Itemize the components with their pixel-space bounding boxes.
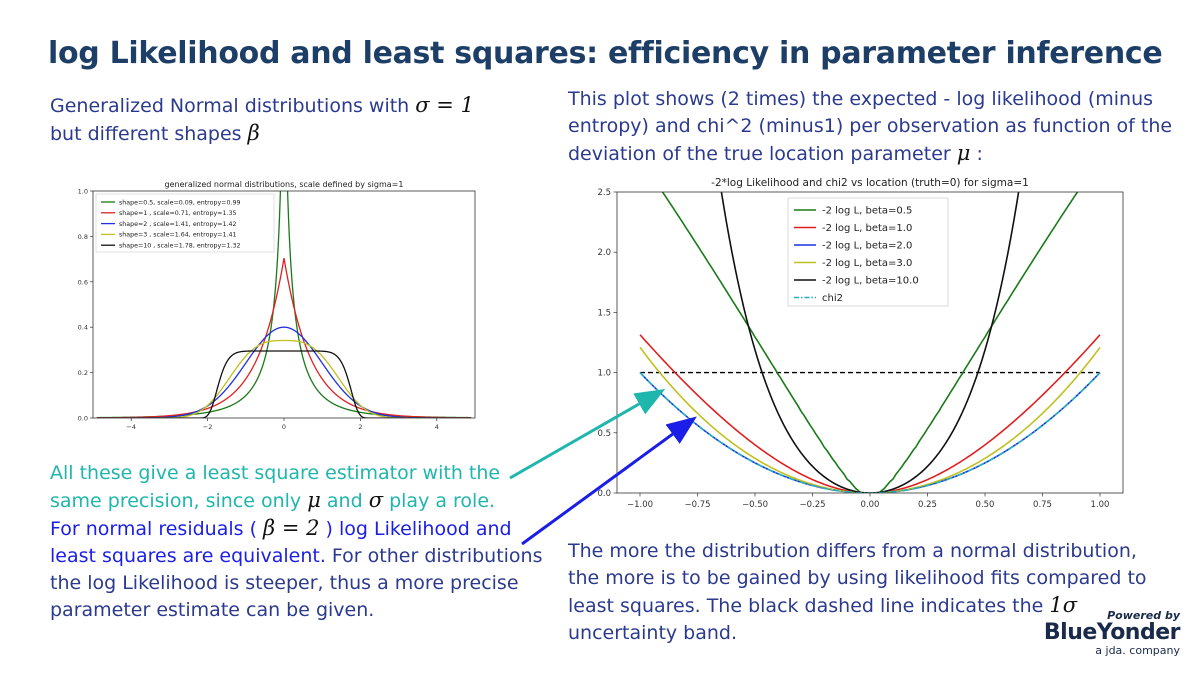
blue-line1a: For normal residuals ( [50, 518, 257, 540]
loglik-chi2-chart: -2*log Likelihood and chi2 vs location (… [597, 177, 1124, 510]
logo-powered-by: Powered by [1107, 609, 1180, 622]
right-x-tick-label: −0.75 [684, 500, 710, 510]
sigma-symbol-2: σ [368, 488, 384, 512]
right-y-tick-label: 1.5 [597, 308, 611, 318]
left-x-tick-label: −2 [203, 423, 213, 431]
bottom-line1: The more the distribution differs from a… [568, 540, 1137, 562]
bottom-explanation: The more the distribution differs from a… [568, 538, 1168, 647]
mu-symbol: μ [956, 141, 971, 165]
right-intro-line2: entropy) and chi^2 (minus1) per observat… [568, 115, 1173, 137]
right-legend-label: chi2 [822, 293, 843, 304]
left-y-tick-label: 0.6 [78, 278, 88, 286]
left-explanation: All these give a least square estimator … [50, 460, 550, 624]
right-y-tick-label: 2.5 [597, 188, 611, 198]
right-intro-line1: This plot shows (2 times) the expected -… [568, 88, 1154, 110]
blueyonder-logo: Powered by BlueYonder a jda. company [1043, 609, 1181, 657]
teal-and: and [326, 490, 363, 512]
left-y-tick-label: 0.2 [78, 369, 88, 377]
right-legend-label: -2 log L, beta=3.0 [822, 258, 912, 269]
bottom-line2: the more is to be gained by using likeli… [568, 567, 1147, 589]
left-y-tick-label: 0.0 [78, 415, 88, 423]
dark-line3: parameter estimate can be given. [50, 599, 375, 621]
right-series-line-3 [639, 346, 1101, 493]
right-chart-title: -2*log Likelihood and chi2 vs location (… [711, 177, 1029, 189]
right-series-line-2 [639, 372, 1101, 493]
right-x-tick-label: 0.25 [918, 500, 937, 510]
left-legend-label: shape=2 , scale=1.41, entropy=1.42 [119, 221, 236, 228]
right-y-tick-label: 1.0 [597, 369, 611, 379]
page-title: log Likelihood and least squares: effici… [48, 36, 1163, 71]
logo-brand: BlueYonder [1043, 620, 1181, 645]
right-legend-label: -2 log L, beta=1.0 [822, 223, 912, 234]
right-y-tick-label: 0.0 [597, 489, 611, 499]
right-series-line-0 [661, 192, 1079, 493]
teal-line2b: play a role. [389, 490, 496, 512]
colon: : [976, 143, 983, 165]
sigma-expression: σ = 1 [415, 93, 474, 117]
left-x-tick-label: 2 [358, 423, 362, 431]
blue-arrow [521, 416, 697, 546]
mu-symbol-2: μ [307, 488, 321, 512]
right-series-line-1 [639, 334, 1101, 493]
teal-line2a: same precision, since only [50, 490, 302, 512]
dark-line2: the log Likelihood is steeper, thus a mo… [50, 572, 519, 594]
left-legend-label: shape=10 , scale=1.78, entropy=1.32 [119, 243, 240, 250]
right-legend-label: -2 log L, beta=10.0 [822, 276, 919, 287]
right-y-tick-label: 0.5 [597, 429, 611, 439]
right-y-tick-label: 2.0 [597, 248, 611, 258]
right-x-tick-label: 0.50 [976, 500, 995, 510]
left-series-line-4 [96, 350, 472, 418]
right-x-tick-label: −0.25 [799, 500, 825, 510]
right-x-tick-label: 0.00 [861, 500, 880, 510]
left-legend-label: shape=1 , scale=0.71, entropy=1.35 [119, 210, 236, 217]
right-legend-label: -2 log L, beta=0.5 [822, 206, 912, 217]
blue-line2: least squares are equivalent. [50, 545, 326, 567]
left-intro-line1: Generalized Normal distributions with [50, 95, 410, 117]
right-legend-box [787, 197, 949, 307]
left-intro-line2: but different shapes [50, 123, 242, 145]
right-x-tick-label: −1.00 [627, 500, 653, 510]
teal-line1: All these give a least square estimator … [50, 462, 501, 484]
right-intro: This plot shows (2 times) the expected -… [568, 86, 1188, 168]
right-legend-label: -2 log L, beta=2.0 [822, 241, 912, 252]
teal-arrow [509, 389, 666, 480]
right-intro-line3: deviation of the true location parameter [568, 143, 951, 165]
bottom-line3a: least squares. The black dashed line ind… [568, 595, 1044, 617]
left-y-tick-label: 0.4 [78, 324, 88, 332]
right-x-tick-label: −0.50 [742, 500, 768, 510]
dark-line1: For other distributions [325, 545, 543, 567]
blue-line1b: ) log Likelihood and [325, 518, 512, 540]
beta-symbol: β [247, 121, 260, 145]
bottom-line4: uncertainty band. [568, 622, 738, 644]
left-y-tick-label: 1.0 [78, 188, 88, 196]
logo-subtitle: a jda. company [1095, 644, 1180, 657]
right-x-tick-label: 1.00 [1091, 500, 1110, 510]
left-x-tick-label: 0 [282, 423, 286, 431]
left-series-line-1 [96, 258, 472, 418]
left-y-tick-label: 0.8 [78, 233, 88, 241]
left-intro: Generalized Normal distributions with σ … [50, 92, 530, 148]
left-legend-box [95, 193, 275, 253]
left-legend-label: shape=0.5, scale=0.09, entropy=0.99 [119, 199, 240, 206]
left-chart-title: generalized normal distributions, scale … [165, 180, 404, 189]
generalized-normal-chart: generalized normal distributions, scale … [78, 180, 476, 431]
one-sigma-expression: 1σ [1049, 593, 1078, 617]
left-x-tick-label: 4 [435, 423, 439, 431]
left-legend-label: shape=3 , scale=1.64, entropy=1.41 [119, 232, 236, 239]
left-x-tick-label: −4 [126, 423, 136, 431]
right-x-tick-label: 0.75 [1033, 500, 1052, 510]
beta-expression: β = 2 [263, 516, 320, 540]
